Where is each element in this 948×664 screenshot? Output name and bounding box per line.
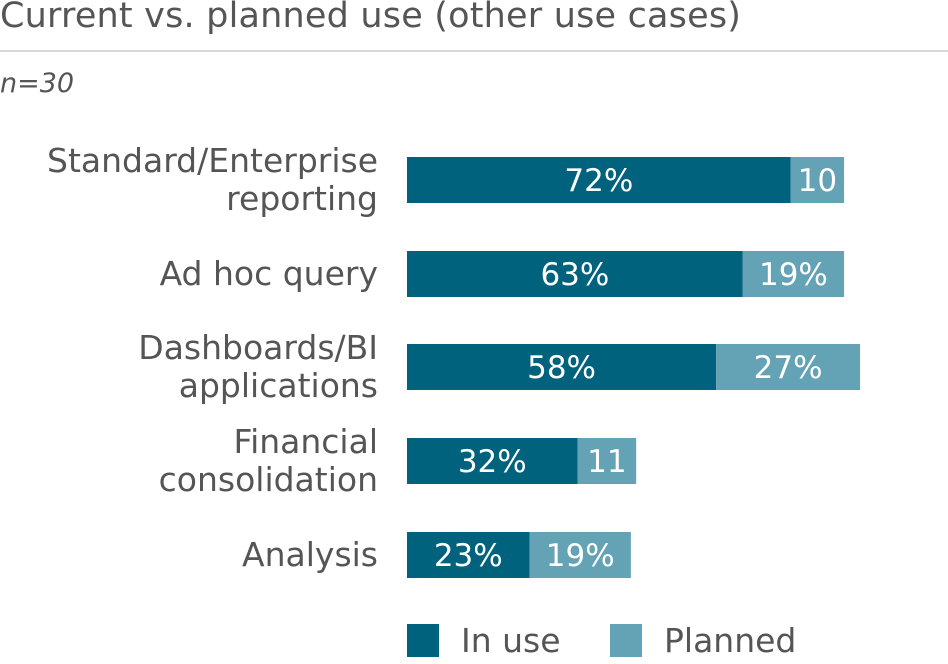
in-use-bar-analysis-label: 23% xyxy=(434,538,503,574)
planned-bar-dashboards-bi-applications xyxy=(716,344,861,390)
in-use-bar-standard-enterprise-reporting xyxy=(407,157,791,203)
planned-bar-dashboards-bi-applications-label: 27% xyxy=(754,350,823,386)
planned-bar-analysis-label: 19% xyxy=(546,538,615,574)
in-use-bar-dashboards-bi-applications-label: 58% xyxy=(527,350,596,386)
planned-bar-ad-hoc-query-label: 19% xyxy=(759,257,828,293)
category-label-ad-hoc-query: Ad hoc query xyxy=(160,254,378,293)
category-label-dashboards-bi-applications: Dashboards/BI applications xyxy=(138,328,378,405)
planned-bar-analysis xyxy=(529,532,631,578)
in-use-bar-ad-hoc-query xyxy=(407,251,743,297)
planned-bar-ad-hoc-query xyxy=(742,251,845,297)
category-label-standard-enterprise-reporting: Standard/Enterprise reporting xyxy=(47,141,378,218)
in-use-bar-financial-consolidation xyxy=(407,438,578,484)
bars-layer: Standard/Enterprise reporting 72% 10 Ad hoc … xyxy=(47,141,861,578)
category-label-line: Standard/Enterprise xyxy=(47,141,378,180)
planned-bar-standard-enterprise-reporting xyxy=(790,157,845,203)
in-use-bar-standard-enterprise-reporting-label: 72% xyxy=(564,163,633,199)
category-label-line: applications xyxy=(179,366,378,405)
category-label-financial-consolidation: Financial consolidation xyxy=(159,422,378,499)
in-use-bar-dashboards-bi-applications xyxy=(407,344,717,390)
title-divider xyxy=(0,50,948,52)
in-use-bar-analysis xyxy=(407,532,530,578)
planned-bar-standard-enterprise-reporting-label: 10 xyxy=(798,163,837,199)
in-use-bar-financial-consolidation-label: 32% xyxy=(458,444,527,480)
category-label-line: Financial xyxy=(233,422,378,461)
category-label-line: Analysis xyxy=(242,535,378,574)
category-label-line: consolidation xyxy=(159,460,378,499)
legend-label-planned: Planned xyxy=(664,621,796,660)
planned-bar-financial-consolidation-label: 11 xyxy=(587,444,626,480)
category-label-analysis: Analysis xyxy=(242,535,378,574)
category-label-line: Ad hoc query xyxy=(160,254,378,293)
sample-size-note: n=30 xyxy=(0,68,75,99)
in-use-bar-ad-hoc-query-label: 63% xyxy=(540,257,609,293)
legend-label-in-use: In use xyxy=(461,621,561,660)
legend-swatch-in-use xyxy=(407,624,439,657)
category-label-line: reporting xyxy=(226,179,378,218)
planned-bar-financial-consolidation xyxy=(577,438,637,484)
legend-swatch-planned xyxy=(610,624,642,657)
chart-title: Current vs. planned use (other use cases… xyxy=(0,0,742,36)
legend: In use Planned xyxy=(407,621,796,660)
category-label-line: Dashboards/BI xyxy=(138,328,378,367)
